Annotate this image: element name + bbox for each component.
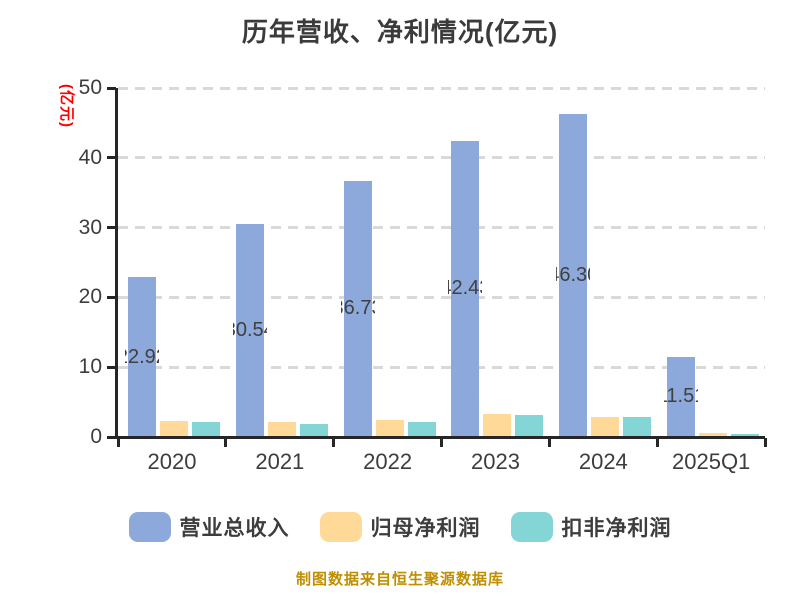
x-axis-tick bbox=[547, 438, 551, 447]
y-axis-line bbox=[115, 88, 118, 438]
net-profit-bar bbox=[267, 421, 296, 437]
non-gaap-bar bbox=[191, 421, 220, 437]
non-gaap-bar bbox=[299, 423, 328, 437]
x-tick-label: 2023 bbox=[471, 449, 520, 474]
bar-value-label: 46.30 bbox=[556, 263, 590, 286]
non-gaap-bar bbox=[731, 434, 760, 437]
net-profit-bar bbox=[591, 416, 620, 437]
x-axis-line bbox=[115, 436, 765, 439]
data-source-note: 制图数据来自恒生聚源数据库 bbox=[295, 571, 504, 588]
non-gaap-bar bbox=[623, 416, 652, 437]
bar-value-label: 30.54 bbox=[233, 318, 267, 341]
legend-swatch-net-profit bbox=[319, 512, 362, 542]
gridline bbox=[118, 365, 765, 369]
y-axis-tick bbox=[107, 365, 116, 369]
legend-swatch-revenue bbox=[128, 512, 171, 542]
y-axis-tick bbox=[107, 156, 116, 160]
x-tick-label: 2024 bbox=[578, 449, 628, 474]
y-tick-label: 50 bbox=[78, 76, 102, 99]
gridline bbox=[118, 86, 765, 90]
legend-item-revenue: 营业总收入 bbox=[128, 512, 290, 542]
y-tick-label: 0 bbox=[90, 425, 102, 448]
x-axis-tick bbox=[655, 438, 659, 447]
gridline bbox=[118, 295, 765, 299]
y-axis-tick bbox=[107, 86, 116, 90]
bar-value-label: 11.51 bbox=[664, 385, 698, 408]
x-tick-label: 2022 bbox=[363, 449, 413, 474]
legend-item-net-profit: 归母净利润 bbox=[319, 512, 481, 542]
x-tick-label: 2021 bbox=[255, 449, 305, 474]
revenue-bar bbox=[235, 223, 264, 437]
revenue-bar bbox=[667, 356, 696, 437]
revenue-bar bbox=[451, 140, 480, 437]
legend: 营业总收入 归母净利润 扣非净利润 bbox=[0, 512, 800, 542]
revenue-bar bbox=[559, 113, 588, 437]
chart-title: 历年营收、净利情况(亿元) bbox=[241, 17, 559, 47]
y-axis-tick bbox=[107, 435, 116, 439]
x-tick-label: 2020 bbox=[147, 449, 197, 474]
y-axis-tick bbox=[107, 295, 116, 299]
x-axis-tick bbox=[224, 438, 228, 447]
bar-value-label: 36.73 bbox=[341, 297, 375, 320]
y-tick-label: 40 bbox=[78, 145, 102, 169]
net-profit-bar bbox=[699, 432, 728, 437]
legend-label-revenue: 营业总收入 bbox=[179, 517, 290, 540]
legend-label-net-profit: 归母净利润 bbox=[370, 517, 481, 540]
x-axis-tick bbox=[116, 438, 120, 447]
plot-area: 22.92 30.54 36.73 42.43 46.30 11.51 bbox=[118, 86, 765, 437]
x-axis-tick bbox=[332, 438, 336, 447]
gridline bbox=[118, 156, 765, 160]
net-profit-bar bbox=[159, 420, 188, 437]
x-tick-label: 2025Q1 bbox=[672, 449, 751, 474]
x-axis-tick bbox=[763, 438, 767, 447]
net-profit-bar bbox=[375, 420, 404, 437]
legend-swatch-non-gaap bbox=[510, 512, 553, 542]
legend-label-non-gaap: 扣非净利润 bbox=[561, 517, 672, 540]
non-gaap-bar bbox=[407, 422, 436, 437]
non-gaap-bar bbox=[515, 414, 544, 437]
y-axis-tick bbox=[107, 226, 116, 230]
x-axis-tick bbox=[440, 438, 443, 447]
revenue-bar bbox=[343, 180, 372, 437]
legend-item-non-gaap: 扣非净利润 bbox=[510, 512, 672, 542]
bar-value-label: 42.43 bbox=[448, 277, 482, 300]
revenue-bar bbox=[127, 277, 156, 437]
gridline bbox=[118, 226, 765, 230]
net-profit-bar bbox=[483, 413, 512, 437]
y-tick-label: 10 bbox=[78, 355, 102, 379]
bar-value-label: 22.92 bbox=[125, 345, 159, 368]
y-tick-label: 30 bbox=[78, 215, 102, 239]
y-tick-label: 20 bbox=[78, 285, 102, 309]
